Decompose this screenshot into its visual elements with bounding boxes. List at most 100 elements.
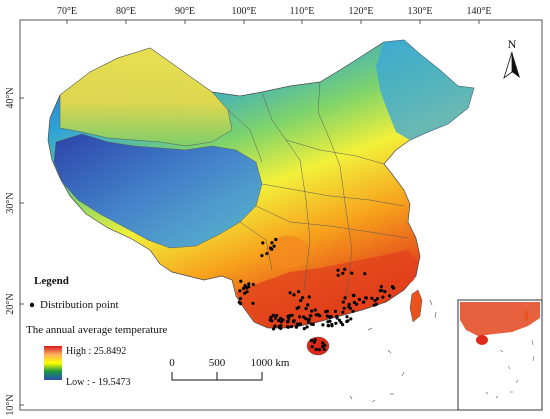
distribution-point <box>306 303 310 307</box>
distribution-point <box>343 296 347 300</box>
scale-bar: 0 500 1000 km <box>169 357 290 381</box>
legend-high-label: High : 25.8492 <box>66 346 126 357</box>
lat-label-20: 20°N <box>5 293 16 314</box>
distribution-point <box>333 309 338 313</box>
distribution-point <box>314 347 318 351</box>
distribution-point <box>298 315 302 319</box>
inset-taiwan <box>524 310 529 322</box>
distribution-point <box>297 305 301 309</box>
lon-label-120: 120°E <box>348 6 373 17</box>
distribution-point <box>314 313 318 317</box>
lat-label-10: 10°N <box>5 394 16 415</box>
distribution-point <box>247 282 251 286</box>
distribution-point <box>304 306 308 311</box>
legend-low-label: Low : - 19.5473 <box>66 377 130 388</box>
distribution-point <box>301 296 305 300</box>
distribution-point <box>341 300 345 304</box>
distribution-point <box>261 241 265 245</box>
distribution-point <box>288 314 292 318</box>
distribution-point <box>350 271 354 275</box>
distribution-point <box>273 316 277 320</box>
distribution-point <box>375 297 380 301</box>
distribution-point <box>251 282 255 287</box>
distribution-point <box>311 322 315 326</box>
distribution-point <box>265 252 269 256</box>
north-arrow-light-half <box>503 51 513 80</box>
distribution-point <box>348 306 352 310</box>
distribution-point <box>313 338 317 342</box>
distribution-point <box>308 314 312 318</box>
legend-color-ramp <box>44 346 62 380</box>
distribution-point <box>328 319 332 323</box>
distribution-point <box>325 309 329 313</box>
inset-mainland <box>460 302 540 336</box>
distribution-point <box>337 318 342 322</box>
distribution-point <box>322 347 326 351</box>
distribution-point <box>299 298 303 303</box>
legend-title: Legend <box>34 275 69 287</box>
distribution-point <box>341 310 345 314</box>
distribution-point <box>339 320 343 325</box>
distribution-point <box>328 315 332 319</box>
distribution-point <box>321 344 325 349</box>
distribution-point <box>289 325 294 329</box>
distribution-point <box>275 313 279 318</box>
distribution-point <box>379 285 383 289</box>
xinjiang-region <box>59 47 233 147</box>
lon-label-110: 110°E <box>290 6 315 17</box>
distribution-point <box>351 309 355 313</box>
northeast-region <box>376 40 474 140</box>
distribution-point <box>388 294 392 298</box>
distribution-point <box>381 295 385 299</box>
scale-label-500: 500 <box>209 357 226 369</box>
distribution-point <box>260 254 264 258</box>
distribution-point <box>279 316 283 320</box>
distribution-point <box>243 284 247 288</box>
distribution-point <box>302 315 306 319</box>
inset-islands <box>485 339 535 399</box>
scale-label-1000: 1000 km <box>251 357 290 369</box>
tibet-plateau <box>53 133 263 249</box>
province-boundaries <box>227 81 409 301</box>
lon-label-130: 130°E <box>407 6 432 17</box>
distribution-point <box>342 306 346 310</box>
scale-label-0: 0 <box>169 357 175 369</box>
distribution-point <box>307 318 311 322</box>
taiwan-island <box>409 289 423 323</box>
distribution-point <box>304 317 308 321</box>
distribution-point <box>243 291 247 295</box>
distribution-point <box>349 317 353 321</box>
distribution-point <box>302 327 306 331</box>
lon-label-100: 100°E <box>231 6 256 17</box>
distribution-point <box>345 315 349 319</box>
distribution-point <box>277 325 281 329</box>
scale-bar-line <box>171 372 263 381</box>
distribution-point <box>306 320 310 324</box>
distribution-point <box>352 293 356 298</box>
distribution-point <box>310 345 314 349</box>
distribution-point <box>242 286 246 290</box>
distribution-point <box>390 285 394 289</box>
north-arrow-dark-half <box>512 52 520 78</box>
distribution-point <box>325 314 329 318</box>
distribution-point <box>309 338 313 343</box>
distribution-point <box>272 244 276 248</box>
distribution-point <box>237 300 241 304</box>
distribution-point <box>317 348 321 352</box>
distribution-point <box>378 289 382 293</box>
distribution-point <box>345 319 349 324</box>
distribution-point <box>336 273 340 277</box>
distribution-point <box>370 296 374 300</box>
distribution-point <box>292 293 296 297</box>
distribution-point <box>273 324 277 328</box>
distribution-point <box>286 319 290 323</box>
legend-temperature-title: The annual average temperature <box>26 324 168 336</box>
sichuan-basin <box>266 236 310 268</box>
distribution-point <box>363 272 367 276</box>
lon-label-80: 80°E <box>116 6 136 17</box>
distribution-point <box>294 325 298 329</box>
north-arrow: N <box>503 37 520 80</box>
lon-label-140: 140°E <box>466 6 491 17</box>
